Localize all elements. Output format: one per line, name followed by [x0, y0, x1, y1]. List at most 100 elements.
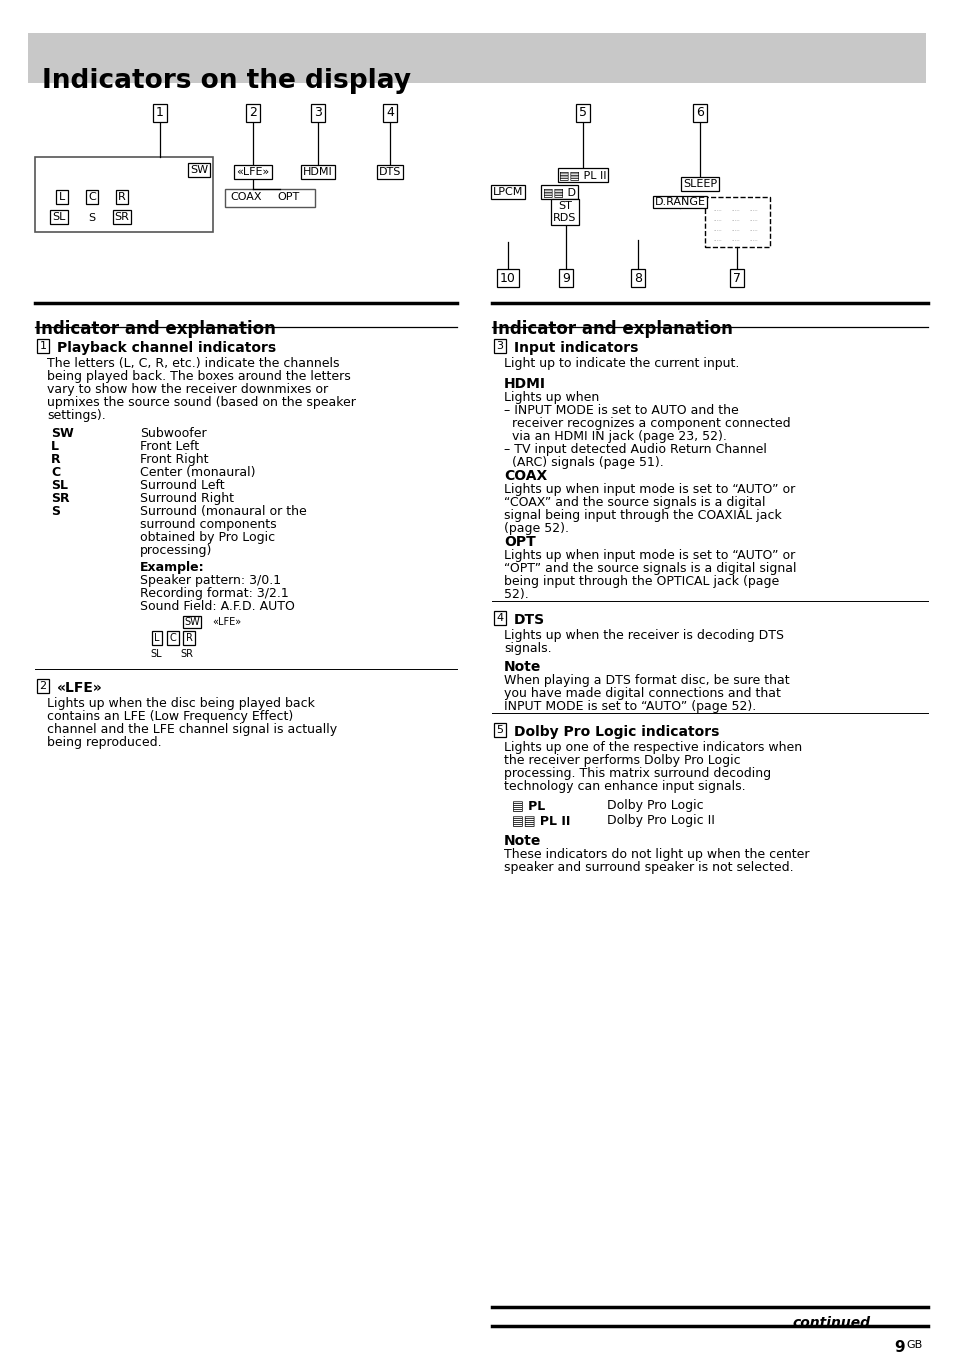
Text: COAX: COAX	[230, 192, 261, 201]
Text: SL: SL	[52, 212, 66, 222]
Text: .....: .....	[748, 218, 757, 222]
Text: the receiver performs Dolby Pro Logic: the receiver performs Dolby Pro Logic	[503, 754, 740, 767]
Text: 52).: 52).	[503, 588, 528, 602]
Text: GB: GB	[905, 1340, 922, 1351]
Text: Indicator and explanation: Indicator and explanation	[492, 320, 732, 338]
Text: 2: 2	[39, 681, 47, 691]
Text: Note: Note	[503, 660, 540, 675]
Text: being input through the OPTICAL jack (page: being input through the OPTICAL jack (pa…	[503, 575, 779, 588]
Text: Lights up when input mode is set to “AUTO” or: Lights up when input mode is set to “AUT…	[503, 549, 795, 562]
Text: .....: .....	[748, 237, 757, 242]
Text: R: R	[186, 633, 193, 644]
Text: OPT: OPT	[503, 535, 536, 549]
Text: .....: .....	[712, 218, 721, 222]
Text: Lights up when: Lights up when	[503, 391, 598, 404]
Bar	[225, 189, 314, 207]
Text: .....: .....	[712, 227, 721, 233]
Text: 9: 9	[893, 1340, 904, 1352]
Text: COAX: COAX	[503, 469, 547, 483]
Text: (ARC) signals (page 51).: (ARC) signals (page 51).	[503, 456, 663, 469]
Text: .....: .....	[730, 207, 739, 212]
Text: being reproduced.: being reproduced.	[47, 735, 161, 749]
Text: continued: continued	[791, 1315, 869, 1330]
Text: 7: 7	[732, 272, 740, 284]
Text: “OPT” and the source signals is a digital signal: “OPT” and the source signals is a digita…	[503, 562, 796, 575]
Text: Indicator and explanation: Indicator and explanation	[35, 320, 275, 338]
Text: signals.: signals.	[503, 642, 551, 654]
Text: ST
RDS: ST RDS	[553, 201, 576, 223]
Text: SR: SR	[180, 649, 193, 658]
Text: receiver recognizes a component connected: receiver recognizes a component connecte…	[503, 416, 790, 430]
Text: 8: 8	[634, 272, 641, 284]
Text: .....: .....	[730, 218, 739, 222]
Text: Lights up one of the respective indicators when: Lights up one of the respective indicato…	[503, 741, 801, 754]
Text: L: L	[154, 633, 159, 644]
Text: Sound Field: A.F.D. AUTO: Sound Field: A.F.D. AUTO	[140, 600, 294, 612]
Text: 4: 4	[496, 612, 503, 623]
Text: signal being input through the COAXIAL jack: signal being input through the COAXIAL j…	[503, 508, 781, 522]
Text: Surround Left: Surround Left	[140, 479, 224, 492]
Text: 6: 6	[696, 107, 703, 119]
Text: vary to show how the receiver downmixes or: vary to show how the receiver downmixes …	[47, 383, 328, 396]
Text: 9: 9	[561, 272, 569, 284]
Text: ▤ PL: ▤ PL	[512, 799, 545, 813]
Text: surround components: surround components	[140, 518, 276, 531]
Text: 5: 5	[496, 725, 503, 735]
Text: upmixes the source sound (based on the speaker: upmixes the source sound (based on the s…	[47, 396, 355, 410]
Text: R: R	[118, 192, 126, 201]
Text: .....: .....	[730, 237, 739, 242]
Text: Speaker pattern: 3/0.1: Speaker pattern: 3/0.1	[140, 575, 281, 587]
Text: When playing a DTS format disc, be sure that: When playing a DTS format disc, be sure …	[503, 675, 789, 687]
Text: L: L	[59, 192, 65, 201]
Text: C: C	[88, 192, 95, 201]
Bar	[704, 197, 769, 247]
Text: Surround (monaural or the: Surround (monaural or the	[140, 506, 307, 518]
Text: Indicators on the display: Indicators on the display	[42, 68, 411, 95]
Text: Lights up when the disc being played back: Lights up when the disc being played bac…	[47, 698, 314, 710]
Text: contains an LFE (Low Frequency Effect): contains an LFE (Low Frequency Effect)	[47, 710, 293, 723]
Text: processing): processing)	[140, 544, 213, 557]
Text: ▤▤ PL II: ▤▤ PL II	[512, 814, 570, 827]
Text: These indicators do not light up when the center: These indicators do not light up when th…	[503, 848, 809, 861]
Text: 3: 3	[314, 107, 321, 119]
Text: Subwoofer: Subwoofer	[140, 427, 207, 439]
Text: Front Right: Front Right	[140, 453, 209, 466]
Text: HDMI: HDMI	[303, 168, 333, 177]
Text: Playback channel indicators: Playback channel indicators	[57, 341, 275, 356]
Text: – TV input detected Audio Return Channel: – TV input detected Audio Return Channel	[503, 443, 766, 456]
Text: SW: SW	[190, 165, 208, 174]
Text: – INPUT MODE is set to AUTO and the: – INPUT MODE is set to AUTO and the	[503, 404, 738, 416]
Text: D.RANGE: D.RANGE	[654, 197, 705, 207]
Text: Surround Right: Surround Right	[140, 492, 233, 506]
Text: The letters (L, C, R, etc.) indicate the channels: The letters (L, C, R, etc.) indicate the…	[47, 357, 339, 370]
Text: «LFE»: «LFE»	[57, 681, 103, 695]
Text: Dolby Pro Logic: Dolby Pro Logic	[606, 799, 703, 813]
Text: obtained by Pro Logic: obtained by Pro Logic	[140, 531, 274, 544]
Text: 3: 3	[496, 341, 503, 352]
Text: .....: .....	[730, 227, 739, 233]
Text: SR: SR	[51, 492, 70, 506]
Text: S: S	[89, 214, 95, 223]
Text: you have made digital connections and that: you have made digital connections and th…	[503, 687, 781, 700]
Text: Lights up when input mode is set to “AUTO” or: Lights up when input mode is set to “AUT…	[503, 483, 795, 496]
Text: LPCM: LPCM	[493, 187, 522, 197]
Text: Front Left: Front Left	[140, 439, 199, 453]
Text: SW: SW	[51, 427, 73, 439]
Text: «LFE»: «LFE»	[236, 168, 270, 177]
Text: S: S	[51, 506, 60, 518]
Text: HDMI: HDMI	[503, 377, 545, 391]
Text: L: L	[51, 439, 59, 453]
Text: INPUT MODE is set to “AUTO” (page 52).: INPUT MODE is set to “AUTO” (page 52).	[503, 700, 756, 713]
Text: Note: Note	[503, 834, 540, 848]
Text: .....: .....	[748, 207, 757, 212]
FancyBboxPatch shape	[28, 32, 925, 82]
Text: .....: .....	[748, 227, 757, 233]
Text: 5: 5	[578, 107, 586, 119]
Text: speaker and surround speaker is not selected.: speaker and surround speaker is not sele…	[503, 861, 793, 873]
Text: 1: 1	[156, 107, 164, 119]
Text: Center (monaural): Center (monaural)	[140, 466, 255, 479]
Text: Light up to indicate the current input.: Light up to indicate the current input.	[503, 357, 739, 370]
Text: .....: .....	[712, 207, 721, 212]
Text: Lights up when the receiver is decoding DTS: Lights up when the receiver is decoding …	[503, 629, 783, 642]
Text: Example:: Example:	[140, 561, 204, 575]
